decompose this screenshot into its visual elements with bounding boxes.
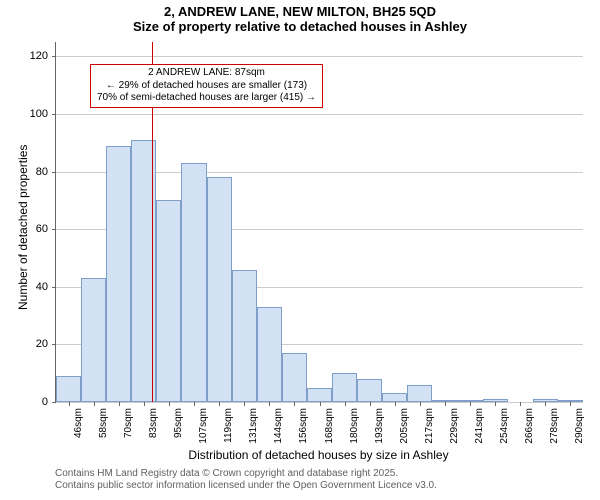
xtick-mark (545, 402, 546, 406)
ytick-label: 60 (36, 223, 56, 235)
ytick-label: 120 (30, 50, 56, 62)
xtick-mark (470, 402, 471, 406)
xtick-mark (520, 402, 521, 406)
xtick-mark (69, 402, 70, 406)
histogram-bar (181, 163, 206, 402)
xtick-mark (395, 402, 396, 406)
xtick-mark (194, 402, 195, 406)
xtick-label: 95sqm (173, 408, 184, 438)
histogram-bar (357, 379, 382, 402)
title-line-2: Size of property relative to detached ho… (0, 19, 600, 34)
xtick-mark (445, 402, 446, 406)
histogram-bar (232, 270, 257, 402)
xtick-mark (495, 402, 496, 406)
xtick-label: 278sqm (549, 408, 560, 444)
xtick-mark (244, 402, 245, 406)
chart-container: 2, ANDREW LANE, NEW MILTON, BH25 5QD Siz… (0, 0, 600, 500)
xtick-label: 107sqm (198, 408, 209, 444)
histogram-bar (257, 307, 282, 402)
xtick-label: 156sqm (298, 408, 309, 444)
xtick-mark (94, 402, 95, 406)
histogram-bar (156, 200, 181, 402)
histogram-bar (307, 388, 332, 402)
y-axis-title: Number of detached properties (16, 145, 30, 310)
xtick-label: 70sqm (123, 408, 134, 438)
histogram-bar (332, 373, 357, 402)
footer-line-1: Contains HM Land Registry data © Crown c… (55, 468, 437, 480)
xtick-label: 229sqm (449, 408, 460, 444)
xtick-mark (320, 402, 321, 406)
ytick-label: 20 (36, 338, 56, 350)
xtick-label: 254sqm (499, 408, 510, 444)
xtick-label: 46sqm (73, 408, 84, 438)
xtick-label: 144sqm (273, 408, 284, 444)
plot-area: 02040608010012046sqm58sqm70sqm83sqm95sqm… (55, 42, 583, 403)
histogram-bar (207, 177, 232, 402)
xtick-label: 205sqm (399, 408, 410, 444)
x-axis-title: Distribution of detached houses by size … (55, 448, 582, 462)
histogram-bar (407, 385, 432, 402)
xtick-mark (420, 402, 421, 406)
xtick-mark (294, 402, 295, 406)
xtick-label: 290sqm (574, 408, 585, 444)
footer-attribution: Contains HM Land Registry data © Crown c… (55, 468, 437, 492)
title-line-1: 2, ANDREW LANE, NEW MILTON, BH25 5QD (0, 4, 600, 19)
histogram-bar (282, 353, 307, 402)
xtick-mark (119, 402, 120, 406)
gridline-h (56, 56, 583, 57)
ytick-label: 40 (36, 281, 56, 293)
annotation-line-2: ← 29% of detached houses are smaller (17… (97, 80, 316, 93)
xtick-mark (144, 402, 145, 406)
xtick-label: 266sqm (524, 408, 535, 444)
annotation-line-3: 70% of semi-detached houses are larger (… (97, 92, 316, 105)
histogram-bar (382, 393, 407, 402)
xtick-mark (370, 402, 371, 406)
xtick-mark (169, 402, 170, 406)
histogram-bar (106, 146, 131, 402)
histogram-bar (81, 278, 106, 402)
title-block: 2, ANDREW LANE, NEW MILTON, BH25 5QD Siz… (0, 0, 600, 34)
histogram-bar (56, 376, 81, 402)
ytick-label: 0 (42, 396, 56, 408)
xtick-mark (269, 402, 270, 406)
xtick-label: 193sqm (374, 408, 385, 444)
ytick-label: 100 (30, 108, 56, 120)
xtick-label: 217sqm (424, 408, 435, 444)
xtick-label: 119sqm (223, 408, 234, 443)
xtick-mark (570, 402, 571, 406)
footer-line-2: Contains public sector information licen… (55, 480, 437, 492)
ytick-label: 80 (36, 166, 56, 178)
xtick-mark (219, 402, 220, 406)
xtick-label: 180sqm (349, 408, 360, 444)
xtick-mark (345, 402, 346, 406)
xtick-label: 131sqm (248, 408, 259, 444)
gridline-h (56, 114, 583, 115)
xtick-label: 83sqm (148, 408, 159, 438)
xtick-label: 58sqm (98, 408, 109, 438)
annotation-box: 2 ANDREW LANE: 87sqm← 29% of detached ho… (90, 64, 323, 108)
xtick-label: 241sqm (474, 408, 485, 444)
xtick-label: 168sqm (324, 408, 335, 444)
annotation-line-1: 2 ANDREW LANE: 87sqm (97, 67, 316, 80)
